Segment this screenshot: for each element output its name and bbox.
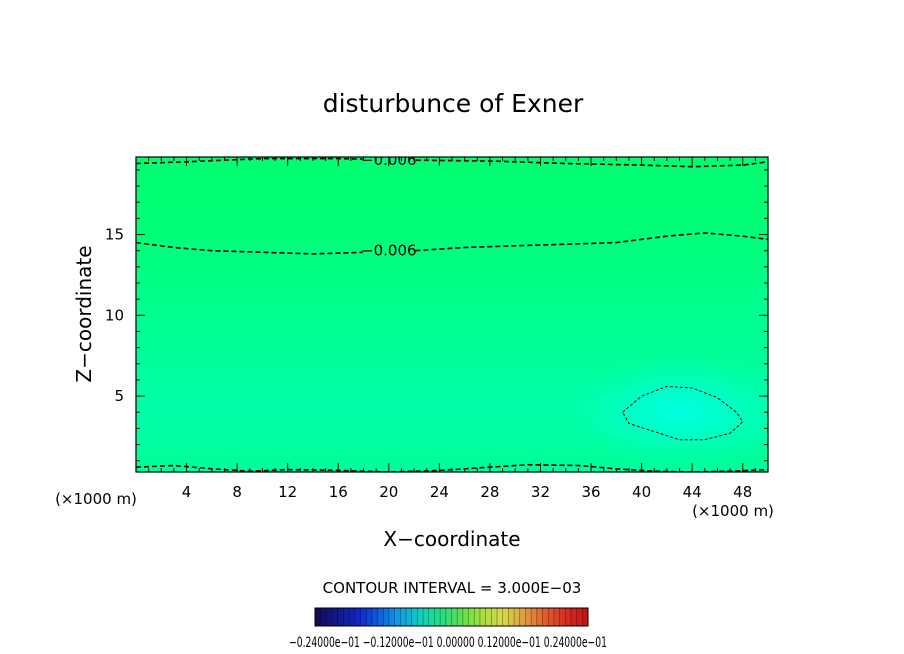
colorbar [314,607,589,627]
colorbar-frame [314,607,589,627]
colorbar-cell [343,608,350,626]
colorbar-cell [383,608,390,626]
colorbar-cell [434,608,441,626]
x-axis-label: X−coordinate [383,527,520,551]
x-tick-label: 28 [480,483,499,501]
colorbar-cell [417,608,424,626]
colorbar-cell [570,608,577,626]
x-tick-label: 36 [581,483,600,501]
colorbar-cell [491,608,498,626]
field-anomaly [560,357,768,467]
contour-label-bg [362,241,415,258]
y-axis-label: Z−coordinate [72,245,96,382]
colorbar-cell [377,608,384,626]
contour-interval: CONTOUR INTERVAL = 3.000E−03 [323,579,582,597]
colorbar-cell [462,608,469,626]
colorbar-cell [406,608,412,626]
x-unit-left: (×1000 m) [55,490,137,508]
colorbar-cell [337,608,344,626]
x-tick-label: 16 [329,483,348,501]
colorbar-cell [582,608,589,626]
colorbar-cell [326,608,333,626]
colorbar-cell [479,608,486,626]
colorbar-cell [474,608,481,626]
colorbar-cell [440,608,447,626]
colorbar-cell [514,608,521,626]
x-tick-label: 44 [683,483,702,501]
chart-title: disturbunce of Exner [323,89,584,118]
colorbar-cell [457,608,464,626]
plot-area: −0.006−0.006 [136,157,768,472]
colorbar-cell [519,608,526,626]
colorbar-cell [360,608,367,626]
colorbar-cell [485,608,492,626]
colorbar-cell [502,608,509,626]
colorbar-cell [320,608,327,626]
y-tick-label: 10 [105,306,124,324]
colorbar-cell [559,608,566,626]
colorbar-cell [468,608,475,626]
y-ticks: 5 10 15 [105,169,768,462]
x-tick-label: 24 [430,483,449,501]
x-tick-label: 48 [733,483,752,501]
colorbar-cell [548,608,555,626]
colorbar-cell [411,608,418,626]
contour-label: −0.006 [361,242,417,260]
x-tick-label: 32 [531,483,550,501]
x-tick-label: 20 [379,483,398,501]
contour-line [136,232,768,255]
colorbar-cell [445,608,452,626]
colorbar-cell [536,608,543,626]
colorbar-cell [565,608,572,626]
x-tick-label: 8 [232,483,242,501]
colorbar-cell [315,608,321,626]
colorbar-cell [354,608,361,626]
colorbar-cell [508,608,515,626]
colorbar-cell [388,608,395,626]
colorbar-cell [525,608,532,626]
colorbar-cell [576,608,583,626]
colorbar-cell [371,608,378,626]
colorbar-cell [542,608,549,626]
colorbar-cell [366,608,373,626]
colorbar-tick-labels: −0.24000e−01 −0.12000e−01 0.00000 0.1200… [289,635,607,651]
colorbar-cell [531,608,538,626]
y-tick-label: 15 [105,226,124,244]
x-tick-label: 12 [278,483,297,501]
x-tick-label: 4 [182,483,192,501]
colorbar-cell [497,608,503,626]
y-tick-label: 5 [114,387,124,405]
colorbar-cell [394,608,401,626]
colorbar-cell [428,608,435,626]
contour-line [621,385,744,441]
colorbar-cell [451,608,458,626]
colorbar-cell [349,608,356,626]
x-ticks: 4 8 12 16 20 24 28 32 36 40 44 48 [148,157,756,501]
x-unit-right: (×1000 m) [692,502,774,520]
x-tick-label: 40 [632,483,651,501]
colorbar-cell [400,608,407,626]
colorbar-cell [423,608,430,626]
colorbar-cell [332,608,339,626]
colorbar-cell [553,608,560,626]
